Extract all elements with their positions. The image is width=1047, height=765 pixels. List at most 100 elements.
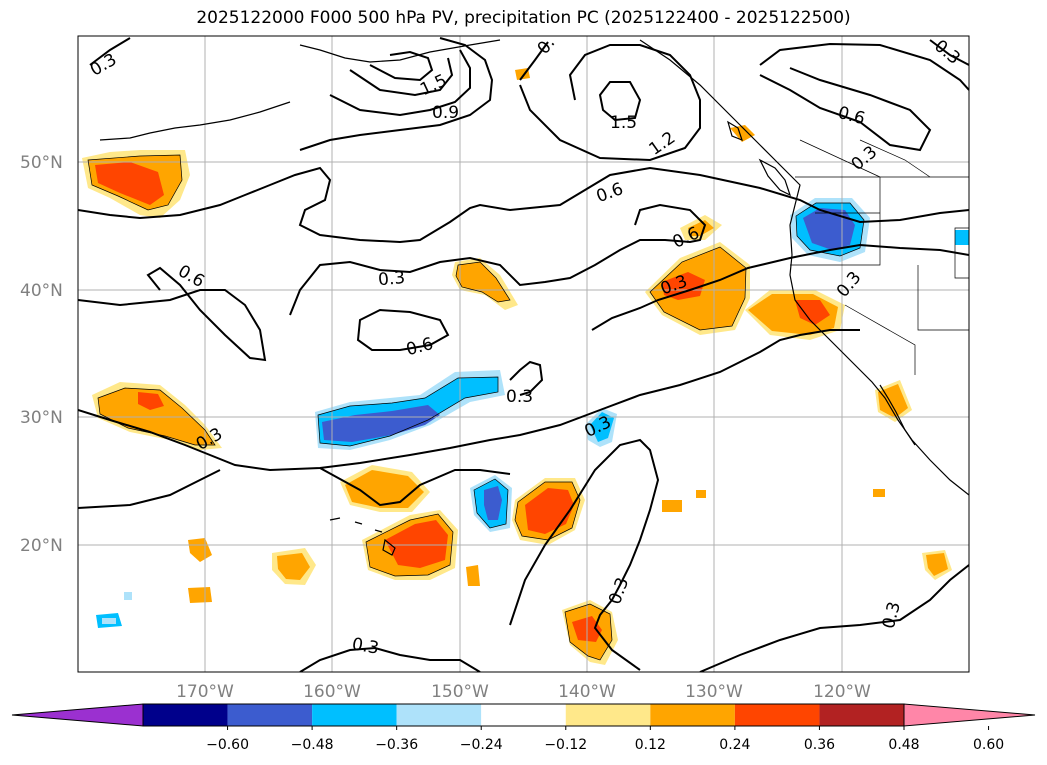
pv-contour: [89, 37, 131, 66]
colorbar-swatch: [565, 704, 651, 726]
precip-blob: [385, 520, 448, 568]
pv-contour: [759, 42, 969, 91]
contour-label: 0.6: [174, 261, 207, 292]
precip-blob: [662, 272, 705, 300]
border-states: [790, 177, 969, 375]
latitude-labels: 50°N 40°N 30°N 20°N: [20, 153, 63, 556]
pv-contour: [78, 166, 969, 244]
lat-label: 30°N: [20, 408, 63, 428]
coastline-hawaii: [329, 517, 396, 556]
gridlines: [78, 36, 969, 672]
pv-contour: [319, 467, 511, 507]
pv-contour: [759, 67, 932, 152]
colorbar-extend-high: [903, 703, 1036, 727]
lon-label: 150°W: [431, 682, 489, 702]
pv-contour: [78, 469, 221, 509]
pv-contour: [519, 41, 549, 81]
lat-label: 40°N: [20, 281, 63, 301]
precip-blob: [138, 392, 164, 410]
precip-blob: [926, 553, 948, 576]
coastline-north-america: [639, 39, 969, 496]
pv-contour: [329, 49, 471, 117]
precip-blob: [730, 125, 755, 142]
colorbar-tick-label: 0.12: [635, 737, 666, 753]
precip-blob: [188, 587, 212, 603]
coastline-aleutians: [99, 101, 291, 141]
border-canada-provinces: [799, 139, 969, 279]
colorbar: −0.60 −0.48 −0.36 −0.24 −0.12 0.12 0.24 0.36 0.4…: [11, 703, 1036, 753]
contour-label: 1.2: [646, 128, 680, 160]
colorbar-tick-label: 0.36: [804, 737, 835, 753]
colorbar-swatch: [312, 704, 397, 726]
precip-blob: [688, 220, 714, 236]
precip-blob: [277, 553, 310, 580]
colorbar-swatch: [481, 704, 566, 726]
precip-outline: [795, 202, 865, 257]
precip-outline: [649, 246, 747, 331]
pv-contour: [598, 81, 642, 122]
precip-blob: [95, 162, 164, 205]
precip-outline: [87, 154, 183, 211]
longitude-labels: 170°W 160°W 150°W 140°W 130°W 120°W: [176, 682, 871, 702]
colorbar-swatch: [143, 704, 228, 726]
contour-label: 0.9: [432, 103, 459, 123]
precipitation-fill-layer: [82, 68, 969, 665]
colorbar-swatch: [227, 704, 313, 726]
precip-blob: [484, 486, 502, 520]
contour-label: 0.3: [377, 268, 406, 290]
pv-contour: [356, 308, 450, 351]
map-frame: [77, 35, 970, 673]
colorbar-tick-label: 0.60: [973, 737, 1004, 753]
colorbar-tick-label: −0.36: [375, 737, 418, 753]
contour-label: 0.3: [87, 50, 120, 81]
pv-contour: [509, 438, 660, 671]
colorbar-tick-label: 0.48: [888, 737, 919, 753]
lat-label: 50°N: [20, 153, 63, 173]
contour-label-layer: 0.3 1.5 0.9 0. 1.5 1.2 0.6 0.3 0.6 0.6 0…: [87, 33, 964, 659]
colorbar-tick-label: −0.60: [206, 737, 249, 753]
colorbar-swatch: [819, 704, 904, 726]
lon-label: 170°W: [176, 682, 234, 702]
contour-label: 0.6: [836, 103, 867, 129]
coastline-haida-gwaii: [727, 120, 743, 142]
precip-blob: [662, 500, 682, 512]
contour-label: 0.3: [350, 634, 380, 658]
borders: [790, 139, 969, 375]
coastline-baja: [879, 384, 916, 446]
precip-blob: [124, 592, 132, 600]
precip-blob: [322, 405, 440, 442]
precip-blob: [102, 618, 116, 624]
pv-contour: [349, 57, 454, 97]
lat-label: 20°N: [20, 536, 63, 556]
precip-blob: [456, 262, 510, 302]
precip-blob: [466, 565, 480, 586]
lon-label: 160°W: [303, 682, 361, 702]
contour-label: 0.6: [594, 179, 626, 207]
colorbar-tick-label: −0.24: [460, 737, 503, 753]
map-title: 2025122000 F000 500 hPa PV, precipitatio…: [196, 8, 851, 28]
precip-blob: [188, 538, 212, 562]
pv-contours: [78, 37, 969, 672]
pv-contour: [519, 44, 701, 162]
lon-label: 120°W: [813, 682, 871, 702]
precip-blob: [955, 230, 969, 245]
colorbar-swatch: [650, 704, 735, 726]
pv-contour: [699, 564, 969, 672]
precip-blob: [696, 490, 706, 498]
contour-label: 1.5: [417, 71, 450, 101]
precip-outline: [317, 376, 499, 447]
contour-label: 0.3: [879, 600, 905, 631]
contour-label: 1.5: [610, 113, 637, 133]
pv-contour: [289, 203, 707, 316]
colorbar-extend-low: [11, 703, 144, 727]
colorbar-swatch: [396, 704, 482, 726]
colorbar-outline: [142, 703, 905, 727]
coastline-vancouver-island: [758, 158, 792, 197]
precip-outline: [365, 513, 454, 577]
lon-label: 130°W: [685, 682, 743, 702]
contour-label: 0.3: [506, 387, 533, 407]
precip-outline: [455, 261, 511, 303]
precip-blob: [795, 300, 830, 325]
pv-contour: [78, 329, 860, 472]
precip-outline: [473, 478, 509, 529]
